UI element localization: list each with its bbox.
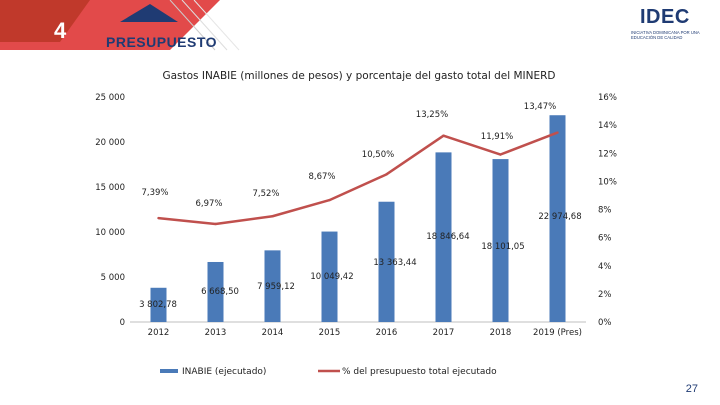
x-axis-tick-label: 2015 — [319, 328, 341, 338]
banner-dark-shape — [0, 0, 90, 42]
bar — [207, 261, 224, 322]
line-data-label: 11,91% — [481, 132, 513, 142]
bar-data-label: 10 049,42 — [310, 272, 353, 282]
line-point — [442, 134, 445, 137]
line-point — [499, 153, 502, 156]
x-axis-tick-label: 2012 — [148, 328, 170, 338]
bar — [435, 152, 452, 322]
left-axis-tick-label: 25 000 — [95, 93, 125, 103]
banner-thin-line — [181, 0, 228, 51]
bar-data-label: 22 974,68 — [538, 212, 581, 222]
bar-data-label: 6 668,50 — [201, 287, 239, 297]
line-data-label: 13,25% — [416, 110, 448, 120]
left-axis-tick-label: 20 000 — [95, 138, 125, 148]
banner-thin-line — [193, 0, 240, 51]
line-point — [271, 215, 274, 218]
series-line — [158, 131, 558, 226]
banner-navy-triangle — [120, 4, 178, 22]
bar — [150, 287, 167, 322]
banner-thin-line — [169, 0, 216, 51]
line-data-label: 10,50% — [362, 150, 394, 160]
logo-word: IDEC — [640, 6, 690, 28]
line-data-label: 7,52% — [252, 189, 279, 199]
right-axis-tick-label: 16% — [598, 93, 617, 103]
line-point — [385, 173, 388, 176]
right-axis-tick-label: 10% — [598, 177, 617, 187]
bar-data-label: 7 959,12 — [257, 282, 295, 292]
line-point — [214, 222, 217, 226]
bar — [549, 115, 566, 323]
bar-data-labels: 3 802,78 6 668,50 7 959,12 10 049,42 13 363,… — [139, 212, 582, 310]
section-title: PRESUPUESTO — [106, 34, 218, 50]
bar-series — [150, 115, 566, 323]
right-axis-tick-label: 8% — [598, 206, 612, 216]
line-data-label: 7,39% — [141, 188, 168, 198]
page-number: 27 — [685, 383, 698, 395]
bar — [321, 231, 338, 322]
line-data-label: 13,47% — [524, 102, 556, 112]
slide-number: 4 — [54, 18, 67, 43]
bar — [378, 201, 395, 322]
line-point — [556, 131, 559, 134]
x-axis-tick-label: 2019 (Pres) — [533, 328, 582, 338]
right-axis-tick-label: 4% — [598, 262, 612, 272]
legend: INABIE (ejecutado) % del presupuesto tot… — [160, 367, 497, 377]
legend-bar-swatch — [160, 369, 178, 373]
left-axis-tick-label: 10 000 — [95, 228, 125, 238]
logo-tagline: Iniciativa Dominicana por una Educación … — [631, 30, 700, 40]
left-axis-tick-label: 5 000 — [101, 273, 125, 283]
right-axis: 0% 2% 4% 6% 8% 10% 12% 14% 16% — [598, 93, 617, 328]
bar-data-label: 13 363,44 — [373, 258, 416, 268]
bar-data-label: 18 846,64 — [426, 232, 469, 242]
legend-line-label: % del presupuesto total ejecutado — [342, 367, 497, 377]
idec-logo: IDEC Iniciativa Dominicana por una Educa… — [628, 6, 714, 50]
left-axis-tick-label: 0 — [120, 318, 125, 328]
left-axis: 0 5 000 10 000 15 000 20 000 25 000 — [95, 93, 125, 328]
line-data-labels: 7,39% 6,97% 7,52% 8,67% 10,50% 13,25% 11,91% 13… — [141, 102, 556, 209]
x-axis-tick-label: 2018 — [490, 328, 512, 338]
x-axis-tick-label: 2013 — [205, 328, 227, 338]
x-axis-tick-label: 2014 — [262, 328, 284, 338]
bar-data-label: 18 101,05 — [481, 242, 524, 252]
right-axis-tick-label: 12% — [598, 149, 617, 159]
line-series — [157, 131, 559, 226]
right-axis-tick-label: 6% — [598, 234, 612, 244]
chart-title: Gastos INABIE (millones de pesos) y porc… — [162, 70, 555, 82]
right-axis-tick-label: 14% — [598, 121, 617, 131]
line-data-label: 8,67% — [308, 172, 335, 182]
x-axis-tick-label: 2016 — [376, 328, 398, 338]
left-axis-tick-label: 15 000 — [95, 183, 125, 193]
legend-bar-label: INABIE (ejecutado) — [182, 367, 266, 377]
right-axis-tick-label: 2% — [598, 290, 612, 300]
x-axis-tick-label: 2017 — [433, 328, 455, 338]
bar — [492, 159, 509, 322]
bar — [264, 250, 281, 322]
header-banner — [0, 0, 240, 51]
bar-data-label: 3 802,78 — [139, 300, 177, 310]
line-point — [328, 198, 331, 202]
right-axis-tick-label: 0% — [598, 318, 612, 328]
line-data-label: 6,97% — [195, 199, 222, 209]
line-point — [157, 216, 160, 220]
x-axis: 2012 2013 2014 2015 2016 2017 2018 2019 (Pres) — [130, 321, 586, 338]
